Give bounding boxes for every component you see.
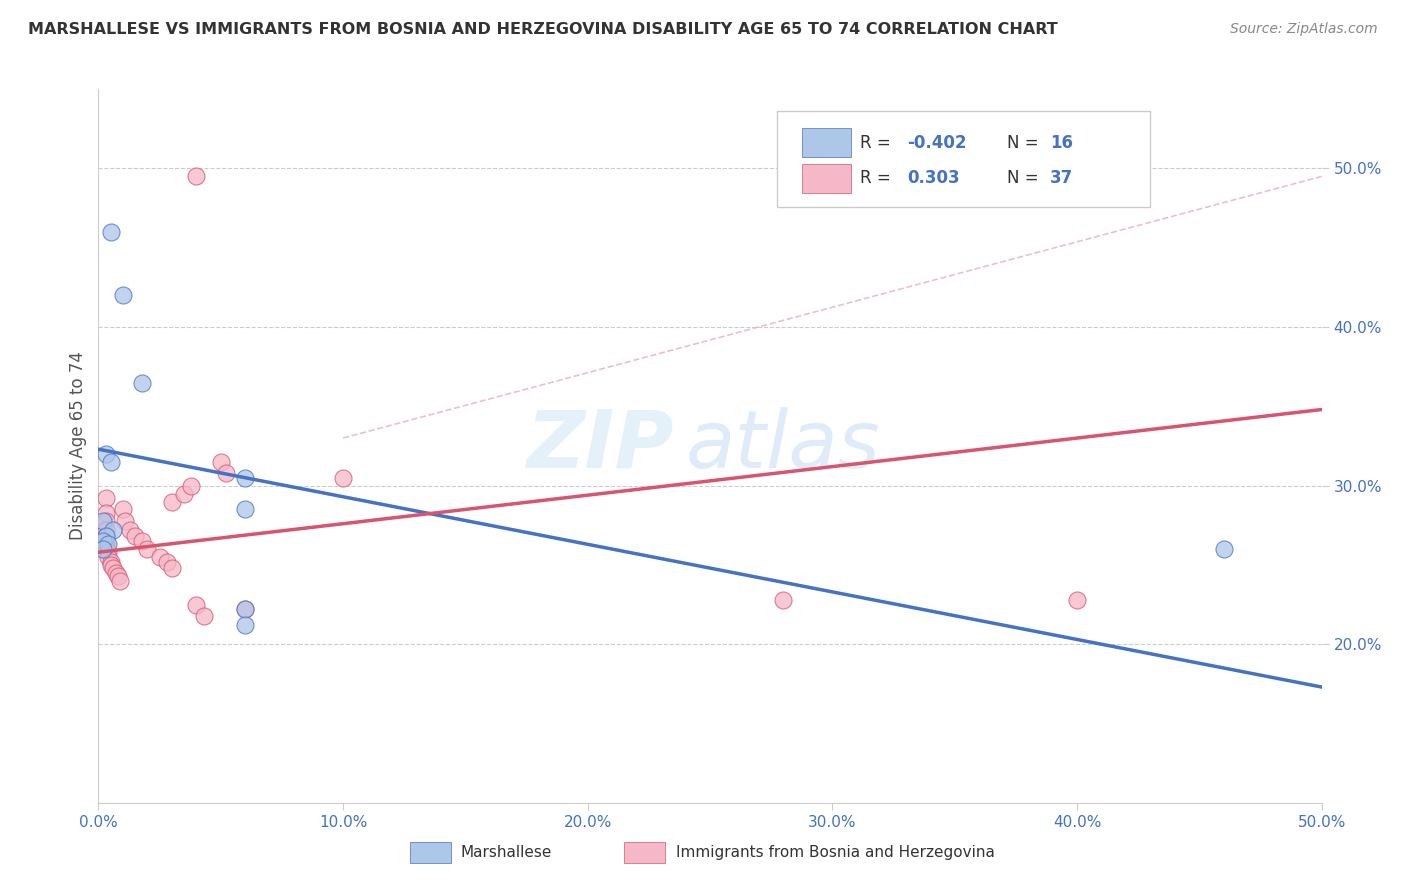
Point bbox=[180, 478, 202, 492]
Text: R =: R = bbox=[860, 134, 897, 152]
Point bbox=[332, 471, 354, 485]
Point bbox=[94, 529, 117, 543]
Point bbox=[124, 529, 146, 543]
Text: 0.303: 0.303 bbox=[907, 169, 959, 187]
Point bbox=[772, 592, 794, 607]
Point bbox=[91, 534, 114, 549]
Point bbox=[94, 534, 117, 549]
Point bbox=[97, 537, 120, 551]
Y-axis label: Disability Age 65 to 74: Disability Age 65 to 74 bbox=[69, 351, 87, 541]
FancyBboxPatch shape bbox=[778, 111, 1150, 207]
Point bbox=[160, 561, 183, 575]
FancyBboxPatch shape bbox=[801, 128, 851, 157]
FancyBboxPatch shape bbox=[624, 842, 665, 863]
Point bbox=[120, 523, 142, 537]
Point bbox=[214, 466, 236, 480]
Point bbox=[107, 569, 129, 583]
Point bbox=[111, 288, 134, 302]
Text: N =: N = bbox=[1007, 134, 1045, 152]
Point bbox=[114, 514, 136, 528]
Text: R =: R = bbox=[860, 169, 897, 187]
Point bbox=[1066, 592, 1088, 607]
Point bbox=[160, 494, 183, 508]
Point bbox=[91, 542, 114, 557]
Point bbox=[100, 225, 122, 239]
Text: -0.402: -0.402 bbox=[907, 134, 966, 152]
FancyBboxPatch shape bbox=[411, 842, 451, 863]
Point bbox=[233, 602, 256, 616]
Point bbox=[100, 558, 122, 572]
Point bbox=[94, 542, 117, 557]
Point bbox=[131, 376, 153, 390]
Point bbox=[94, 539, 117, 553]
Point bbox=[97, 545, 120, 559]
Point bbox=[111, 502, 134, 516]
Point bbox=[100, 555, 122, 569]
Text: atlas: atlas bbox=[686, 407, 880, 485]
Text: ZIP: ZIP bbox=[526, 407, 673, 485]
Point bbox=[97, 549, 120, 564]
Point bbox=[104, 566, 127, 580]
Point bbox=[186, 169, 208, 184]
Point bbox=[233, 471, 256, 485]
Text: Source: ZipAtlas.com: Source: ZipAtlas.com bbox=[1230, 22, 1378, 37]
Text: Immigrants from Bosnia and Herzegovina: Immigrants from Bosnia and Herzegovina bbox=[676, 846, 994, 860]
Point bbox=[233, 602, 256, 616]
Point bbox=[149, 549, 172, 564]
Point bbox=[101, 523, 124, 537]
Point bbox=[94, 447, 117, 461]
Point bbox=[186, 598, 208, 612]
Point bbox=[233, 618, 256, 632]
Point bbox=[91, 514, 114, 528]
Text: Marshallese: Marshallese bbox=[461, 846, 553, 860]
Point bbox=[110, 574, 132, 588]
Text: N =: N = bbox=[1007, 169, 1045, 187]
FancyBboxPatch shape bbox=[801, 164, 851, 193]
Point bbox=[100, 455, 122, 469]
Text: 16: 16 bbox=[1050, 134, 1073, 152]
Point bbox=[136, 542, 159, 557]
Point bbox=[131, 534, 153, 549]
Point bbox=[101, 561, 124, 575]
Point bbox=[209, 455, 232, 469]
Point bbox=[173, 486, 195, 500]
Point bbox=[233, 502, 256, 516]
Point bbox=[94, 506, 117, 520]
Point bbox=[94, 523, 117, 537]
Text: 37: 37 bbox=[1050, 169, 1073, 187]
Point bbox=[156, 555, 179, 569]
Text: MARSHALLESE VS IMMIGRANTS FROM BOSNIA AND HERZEGOVINA DISABILITY AGE 65 TO 74 CO: MARSHALLESE VS IMMIGRANTS FROM BOSNIA AN… bbox=[28, 22, 1057, 37]
Point bbox=[94, 514, 117, 528]
Point bbox=[1212, 542, 1234, 557]
Point bbox=[94, 529, 117, 543]
Point bbox=[193, 608, 215, 623]
Point bbox=[94, 491, 117, 506]
